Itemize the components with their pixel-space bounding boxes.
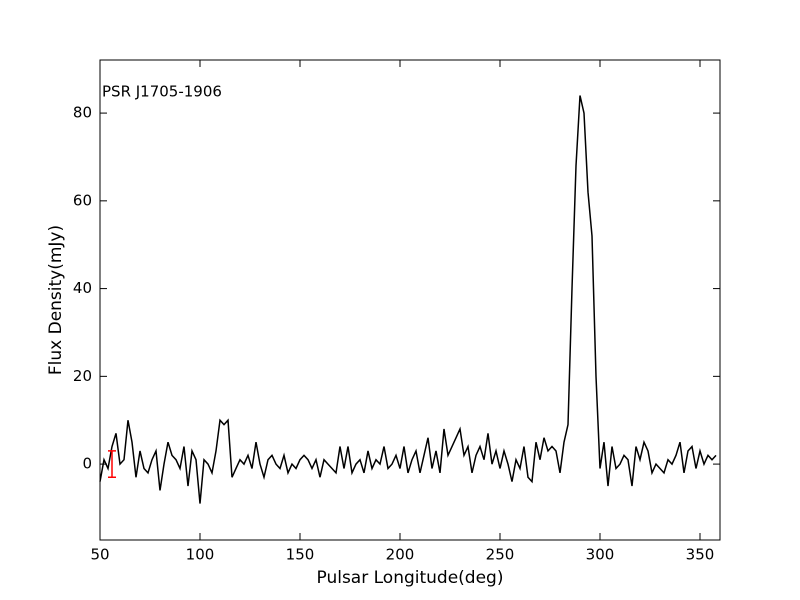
y-tick-label: 20 [73,367,92,385]
x-tick-label: 350 [686,546,715,564]
y-tick-label: 0 [82,455,92,473]
annotation: PSR J1705-1906 [102,83,222,101]
x-axis-label: Pulsar Longitude(deg) [317,568,504,588]
x-tick-label: 100 [186,546,215,564]
y-axis-label: Flux Density(mJy) [46,225,66,375]
x-tick-label: 50 [90,546,109,564]
y-tick-label: 80 [73,104,92,122]
plot-frame [99,59,721,541]
line [99,95,717,504]
x-tick-label: 150 [286,546,315,564]
error-bar [108,450,116,479]
y-tick-label: 60 [73,191,92,209]
x-tick-label: 200 [386,546,415,564]
x-tick-label: 300 [586,546,615,564]
y-tick-label: 40 [73,279,92,297]
x-tick-label: 250 [486,546,515,564]
